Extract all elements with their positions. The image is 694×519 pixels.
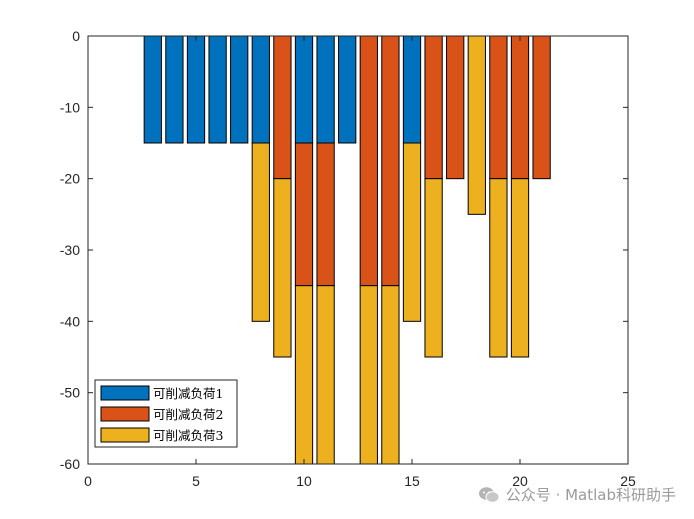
x-tick-label: 5 [192, 473, 200, 489]
y-tick-label: -40 [60, 313, 80, 329]
bar-s2-x13 [359, 36, 378, 287]
y-tick-label: -20 [60, 171, 80, 187]
bar-s3-x14 [381, 285, 400, 464]
bar-s3-x13 [359, 285, 378, 464]
wechat-icon [478, 486, 500, 503]
bar-s3-x11 [316, 285, 335, 464]
legend-swatch-2 [100, 406, 150, 422]
y-tick-label: 0 [72, 28, 80, 44]
bar-s1-x15 [402, 36, 422, 144]
bar-s2-x17 [446, 36, 465, 180]
bar-s1-x4 [165, 36, 184, 144]
x-tick-label: 10 [296, 473, 312, 489]
bar-s1-x8 [251, 36, 270, 144]
bar-s2-x9 [273, 36, 292, 180]
bar-s3-x20 [510, 178, 530, 358]
x-tick-label: 20 [512, 473, 528, 489]
watermark-text: 公众号 · Matlab科研助手 [505, 486, 676, 504]
bar-s3-x10 [294, 285, 314, 464]
bar-s2-x16 [424, 36, 443, 180]
bar-s1-x6 [208, 36, 227, 144]
watermark: 公众号 · Matlab科研助手 [478, 484, 676, 505]
bar-s3-x8 [251, 142, 270, 322]
y-tick-label: -50 [60, 385, 80, 401]
bar-s1-x3 [143, 36, 162, 144]
bar-s3-x15 [402, 142, 422, 322]
bar-s3-x16 [424, 178, 443, 358]
x-tick-label: 25 [620, 473, 636, 489]
bar-s1-x11 [316, 36, 335, 144]
bar-s3-x9 [273, 178, 292, 358]
bar-s2-x19 [489, 36, 508, 180]
bar-s3-x19 [489, 178, 508, 358]
bar-s1-x7 [230, 36, 249, 144]
y-tick-label: -30 [60, 242, 80, 258]
legend-label-2: 可削减负荷2 [153, 407, 223, 422]
bar-s1-x10 [294, 36, 314, 144]
legend-label-1: 可削减负荷1 [153, 386, 223, 401]
legend-swatch-3 [100, 427, 150, 443]
legend-swatch-1 [100, 385, 150, 401]
y-tick-label: -10 [60, 99, 80, 115]
bar-s2-x14 [381, 36, 400, 287]
bar-s1-x12 [338, 36, 357, 144]
bar-s2-x11 [316, 142, 335, 287]
axes-group: 0 5 10 15 20 25 0 -10 -20 -30 -40 -50 -60 [60, 28, 636, 489]
bars-group [143, 36, 551, 464]
bar-s2-x10 [294, 142, 314, 287]
y-tick-label: -60 [60, 456, 80, 472]
bar-s2-x20 [510, 36, 530, 180]
x-tick-label: 0 [84, 473, 92, 489]
legend-label-3: 可削减负荷3 [153, 428, 224, 443]
legend: 可削减负荷1 可削减负荷2 可削减负荷3 [94, 379, 238, 448]
bar-s1-x5 [186, 36, 206, 144]
bar-s2-x21 [532, 36, 551, 180]
bar-s3-x18 [467, 36, 486, 215]
x-tick-label: 15 [404, 473, 420, 489]
